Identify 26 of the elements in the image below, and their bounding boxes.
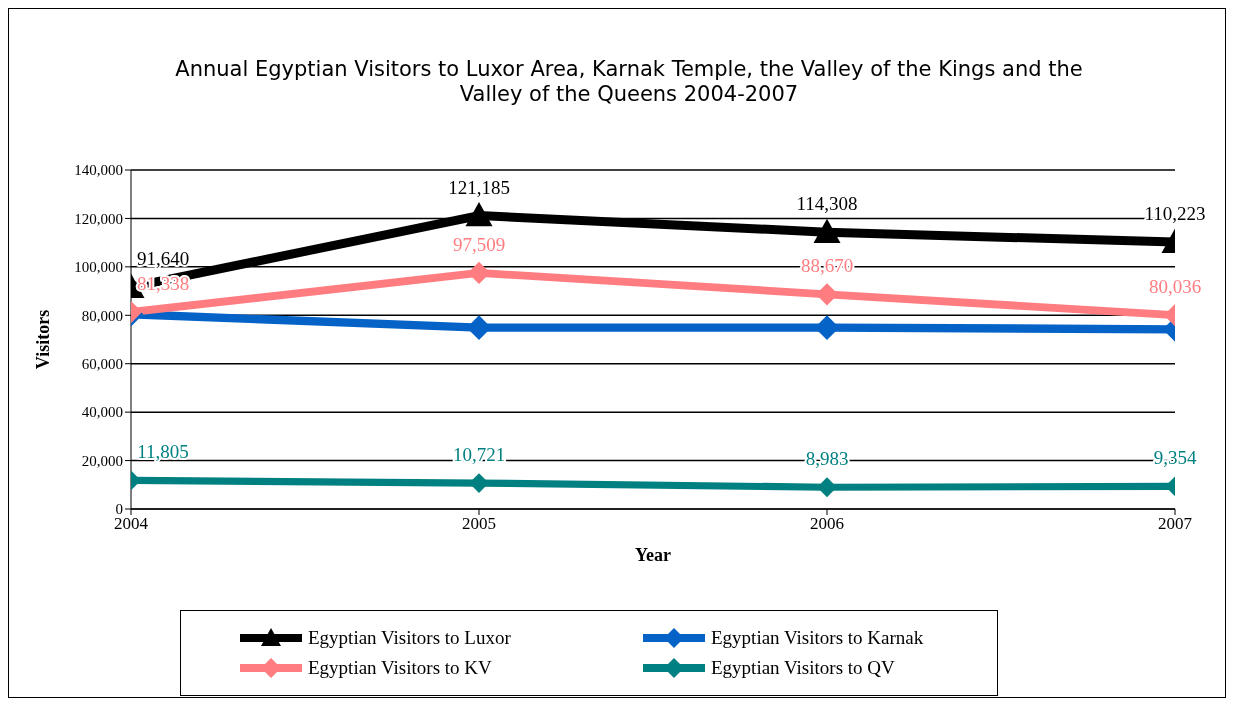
data-label: 10,721 [452,444,506,466]
y-tick-label: 80,000 [81,307,123,324]
legend-label: Egyptian Visitors to QV [711,657,895,679]
data-label: 97,509 [452,233,506,255]
chart-title: Annual Egyptian Visitors to Luxor Area, Karnak Temple, the Valley of the Kings and the Valley of the Queens 2004-2007 [174,57,1084,107]
x-tick-label: 2006 [810,514,844,534]
data-label: 9,354 [1153,447,1197,469]
data-label: 114,308 [796,193,858,215]
y-tick-label: 120,000 [74,210,123,227]
data-label: 91,640 [136,248,190,270]
y-tick-label: 100,000 [74,259,123,276]
y-tick-label: 40,000 [81,404,123,421]
x-tick-label: 2005 [462,514,496,534]
data-label: 110,223 [1144,203,1206,225]
legend-label: Egyptian Visitors to Karnak [711,627,924,649]
y-tick-label: 60,000 [81,356,123,373]
legend-label: Egyptian Visitors to KV [308,657,492,679]
y-axis-title: Visitors [33,309,54,370]
y-tick-label: 140,000 [74,162,123,179]
legend-label: Egyptian Visitors to Luxor [308,627,511,649]
x-tick-label: 2007 [1158,514,1193,534]
data-label: 11,805 [137,441,189,463]
x-axis-title: Year [635,545,671,565]
y-tick-label: 20,000 [81,452,123,469]
data-label: 121,185 [448,176,510,198]
data-label: 80,036 [1148,276,1202,298]
